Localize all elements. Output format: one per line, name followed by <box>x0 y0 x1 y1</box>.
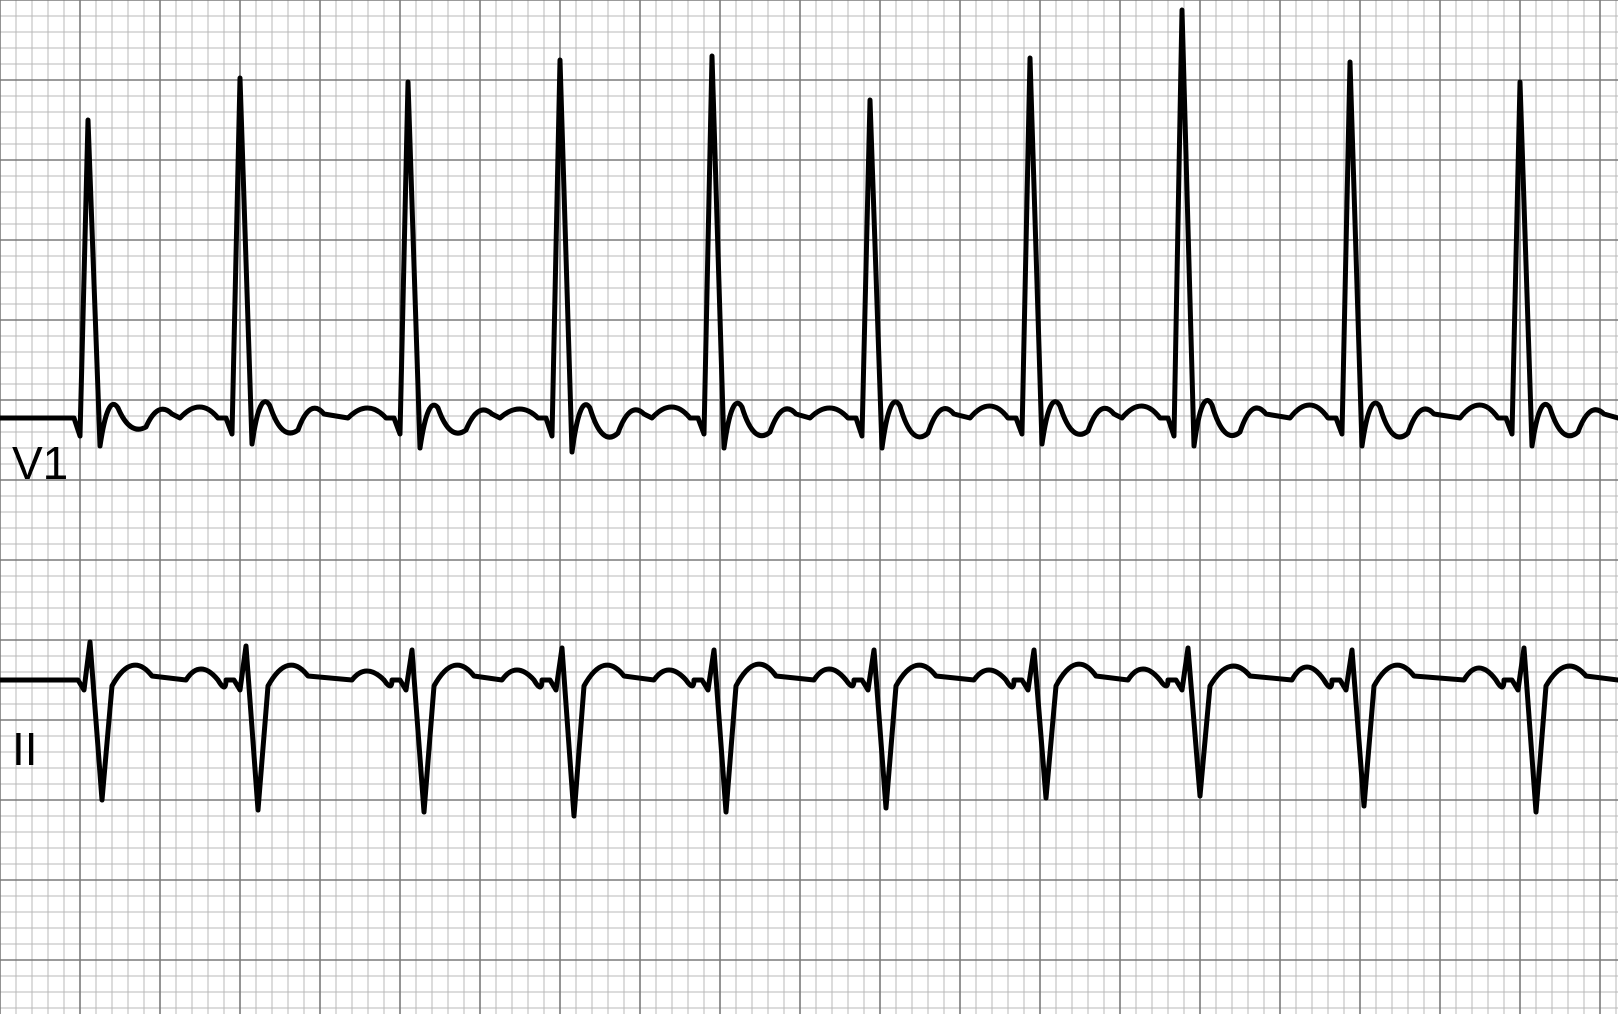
ecg-svg <box>0 0 1618 1014</box>
ecg-strip: V1 II <box>0 0 1618 1014</box>
